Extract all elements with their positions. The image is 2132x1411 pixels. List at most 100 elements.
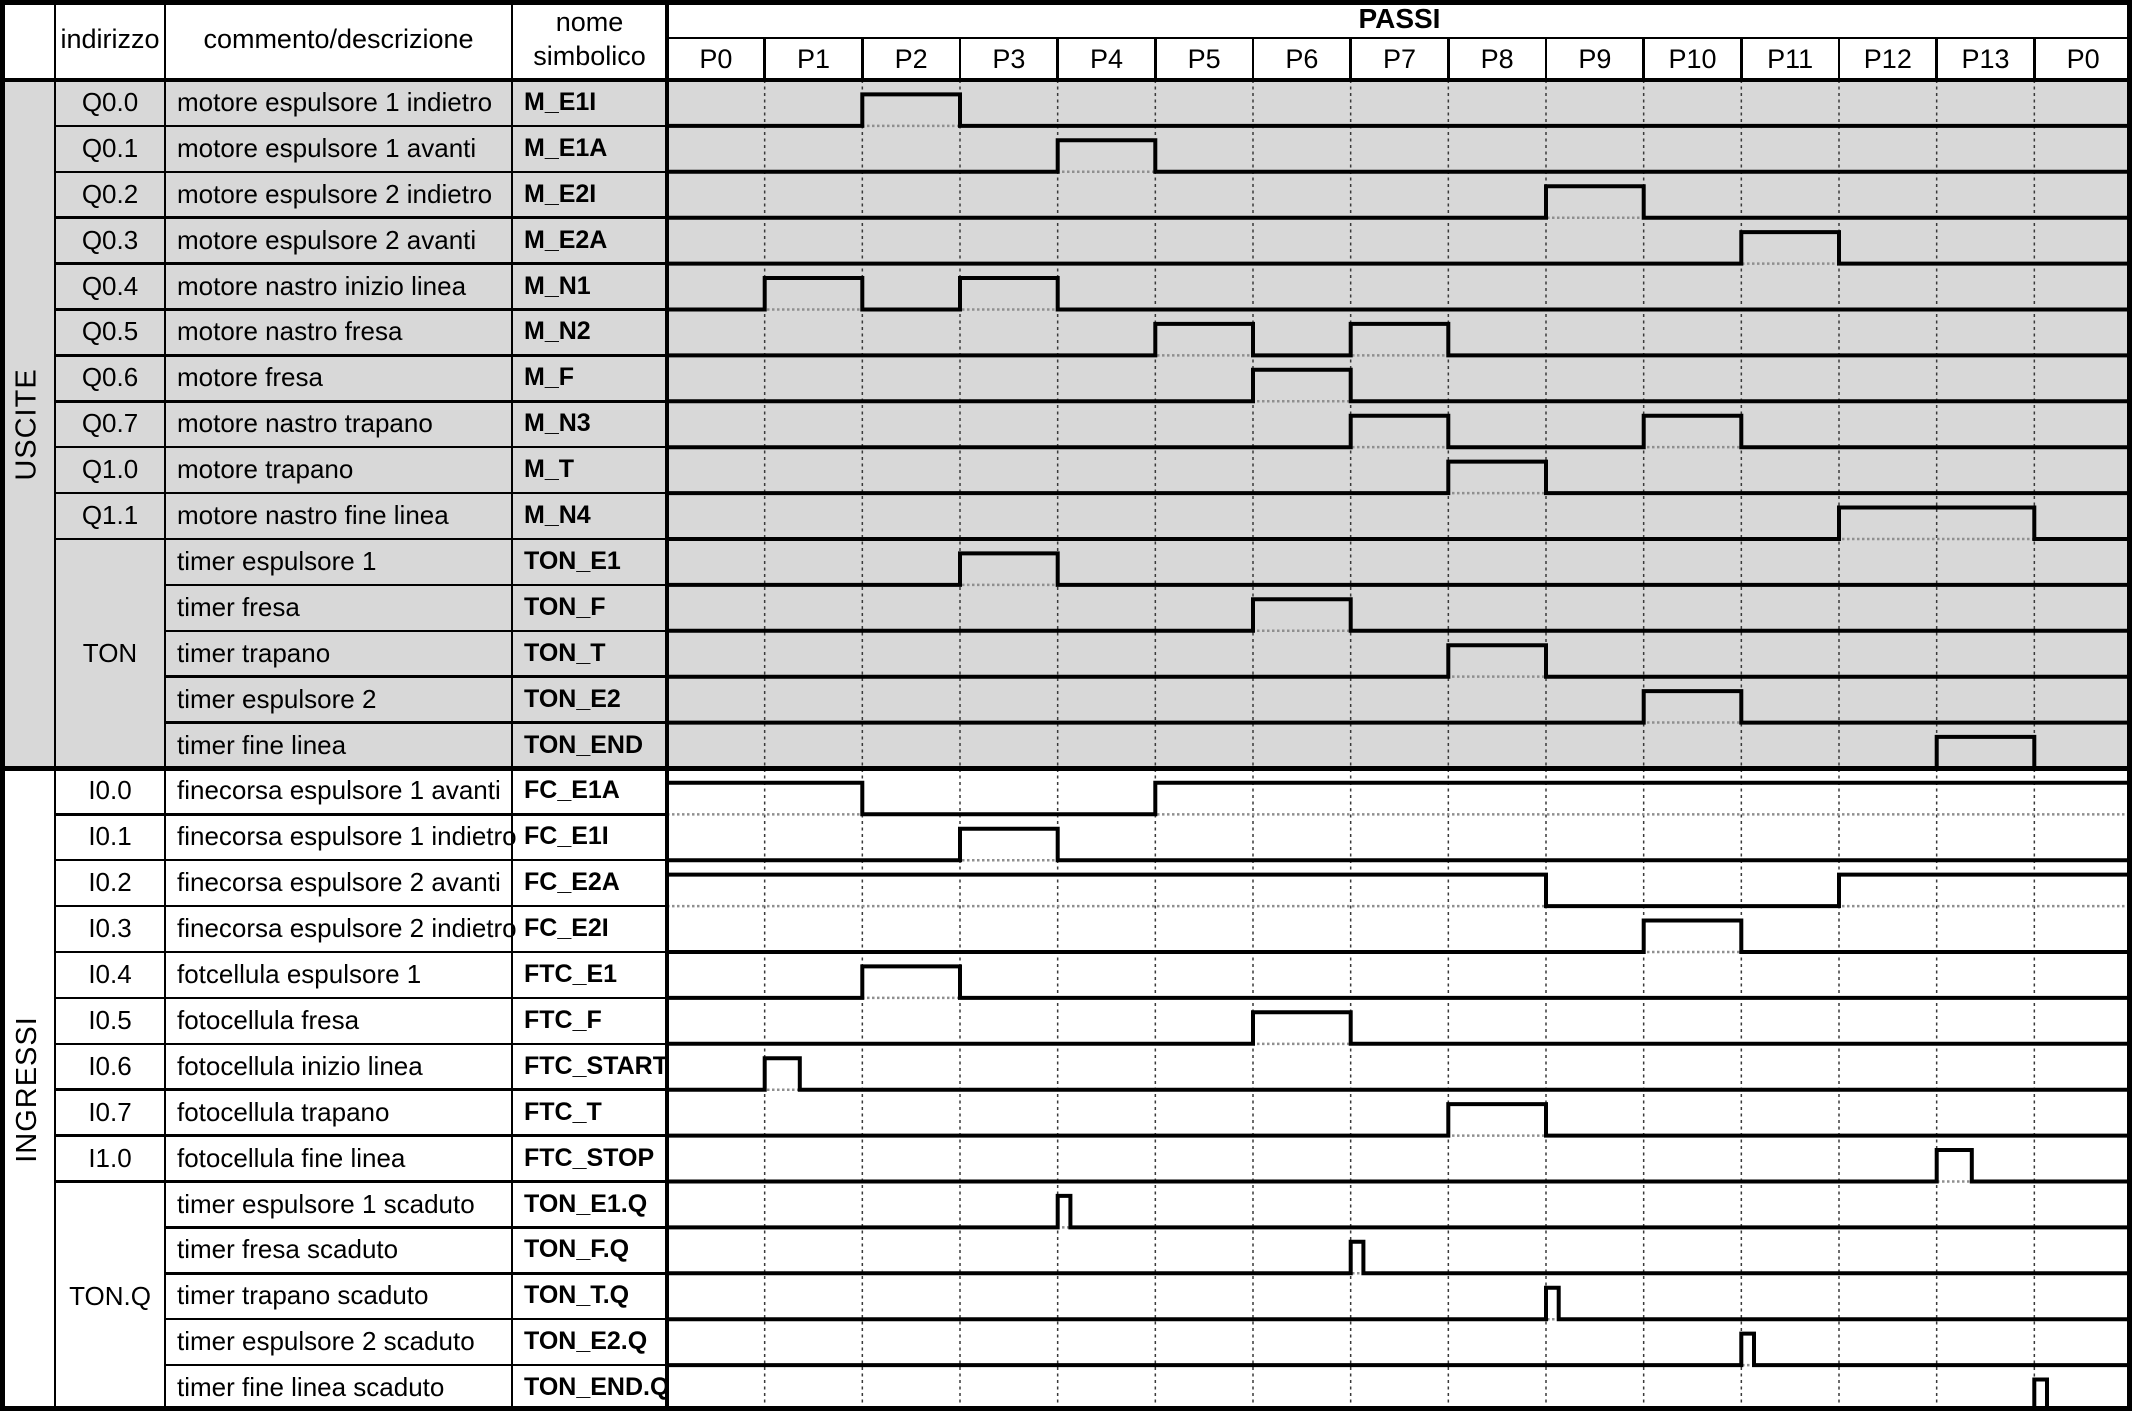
signal-trace-FC_E2A	[667, 872, 2132, 909]
row-separator	[55, 1134, 165, 1137]
header-step-separator	[958, 38, 962, 80]
symbol-cell-FC_E2A: FC_E2A	[524, 868, 620, 897]
comment-cell: timer fine linea scaduto	[177, 1372, 445, 1403]
addr-cell-I0.7: I0.7	[88, 1096, 132, 1127]
symbol-cell-TON_E1: TON_E1	[524, 546, 621, 575]
comment-cell: timer trapano	[177, 637, 331, 668]
signal-trace-M_N1	[667, 276, 2132, 312]
symbol-cell-TON_E1.Q: TON_E1.Q	[524, 1189, 648, 1218]
row-separator	[55, 400, 165, 403]
symbol-cell-TON_T.Q: TON_T.Q	[524, 1281, 630, 1310]
addr-cell-TON: TON	[82, 637, 138, 668]
symbol-cell-M_T: M_T	[524, 455, 574, 484]
step-label-8-P8: P8	[1480, 44, 1514, 74]
row-separator	[165, 904, 667, 908]
row-separator	[165, 491, 667, 495]
signal-trace-M_N4	[667, 505, 2132, 541]
symbol-cell-FTC_START: FTC_START	[524, 1051, 668, 1080]
comment-cell: timer espulsore 2 scaduto	[177, 1326, 475, 1357]
border-vertical	[53, 0, 57, 1411]
addr-cell-Q0.4: Q0.4	[81, 270, 139, 301]
step-label-6-P6: P6	[1285, 44, 1319, 74]
step-label-1-P1: P1	[796, 44, 830, 74]
border-bottom	[0, 1406, 2132, 1411]
row-separator	[55, 354, 165, 357]
step-label-0-P0: P0	[699, 44, 733, 74]
border-vertical	[665, 0, 669, 1411]
row-separator	[165, 675, 667, 678]
header-indirizzo: indirizzo	[60, 24, 160, 55]
addr-cell-I0.5: I0.5	[88, 1004, 132, 1035]
row-separator	[55, 813, 165, 816]
addr-cell-I0.6: I0.6	[88, 1050, 132, 1081]
row-separator	[165, 400, 667, 403]
row-separator	[165, 950, 667, 954]
signal-trace-M_E1A	[667, 138, 2132, 174]
symbol-cell-TON_F: TON_F	[524, 592, 606, 621]
step-label-12-P12: P12	[1863, 44, 1912, 74]
row-separator	[55, 491, 165, 495]
waveform-plot	[667, 80, 2132, 1411]
comment-cell: motore nastro trapano	[177, 408, 433, 439]
header-step-separator	[1251, 38, 1255, 80]
comment-cell: motore espulsore 2 avanti	[177, 224, 477, 255]
outputs-section-background	[0, 80, 2132, 769]
comment-cell: finecorsa espulsore 1 avanti	[177, 775, 501, 806]
signal-trace-M_F	[667, 367, 2132, 404]
row-separator	[55, 308, 165, 311]
row-separator	[165, 262, 667, 265]
row-separator	[55, 858, 165, 862]
signal-trace-TON_END	[667, 734, 2132, 771]
symbol-cell-FTC_T: FTC_T	[524, 1097, 602, 1126]
symbol-cell-TON_END.Q: TON_END.Q	[524, 1373, 670, 1402]
comment-cell: finecorsa espulsore 2 avanti	[177, 867, 501, 898]
passi-separator	[667, 36, 2132, 40]
comment-cell: fotocellula inizio linea	[177, 1050, 423, 1081]
signal-trace-TON_E2.Q	[667, 1331, 2132, 1368]
row-separator	[165, 1317, 667, 1321]
symbol-cell-TON_F.Q: TON_F.Q	[524, 1235, 630, 1264]
row-separator	[55, 904, 165, 908]
row-separator	[165, 308, 667, 311]
row-separator	[165, 583, 667, 587]
signal-trace-FTC_T	[667, 1102, 2132, 1138]
row-separator	[55, 124, 165, 128]
header-step-separator	[1642, 38, 1645, 80]
border-vertical	[0, 0, 5, 1411]
comment-cell: timer fresa	[177, 591, 300, 622]
addr-cell-Q0.7: Q0.7	[81, 408, 139, 439]
signal-trace-M_N2	[667, 321, 2132, 358]
symbol-cell-TON_E2.Q: TON_E2.Q	[524, 1327, 648, 1356]
symbol-cell-M_E2I: M_E2I	[524, 179, 597, 208]
addr-cell-I0.4: I0.4	[88, 959, 132, 990]
row-separator	[165, 996, 667, 1000]
step-label-9-P9: P9	[1578, 44, 1612, 74]
addr-cell-Q0.1: Q0.1	[81, 132, 139, 163]
signal-trace-M_E1I	[667, 92, 2132, 128]
comment-cell: finecorsa espulsore 1 indietro	[177, 821, 517, 852]
comment-cell: motore espulsore 1 indietro	[177, 87, 493, 117]
step-label-11-P11: P11	[1767, 44, 1814, 74]
addr-cell-Q1.0: Q1.0	[81, 454, 139, 485]
symbol-cell-TON_T: TON_T	[524, 638, 606, 667]
addr-cell-Q0.6: Q0.6	[81, 362, 139, 393]
row-separator	[55, 170, 165, 174]
symbol-cell-FC_E1A: FC_E1A	[524, 776, 620, 805]
symbol-cell-M_N1: M_N1	[524, 271, 591, 300]
signal-trace-TON_E2	[667, 689, 2132, 725]
header-step-separator	[1056, 38, 1059, 80]
comment-cell: motore trapano	[177, 454, 354, 485]
comment-cell: timer espulsore 2	[177, 683, 377, 714]
symbol-cell-FTC_STOP: FTC_STOP	[524, 1143, 655, 1172]
header-step-separator	[1935, 38, 1938, 80]
row-separator	[55, 262, 165, 265]
header-passi: PASSI	[1358, 3, 1441, 34]
comment-cell: motore nastro inizio linea	[177, 270, 467, 301]
symbol-cell-M_N3: M_N3	[524, 409, 591, 438]
row-separator	[55, 950, 165, 954]
signal-trace-TON_F	[667, 597, 2132, 633]
row-separator	[165, 1272, 667, 1275]
addr-cell-Q0.0: Q0.0	[81, 87, 139, 117]
addr-cell-I0.2: I0.2	[88, 867, 132, 898]
